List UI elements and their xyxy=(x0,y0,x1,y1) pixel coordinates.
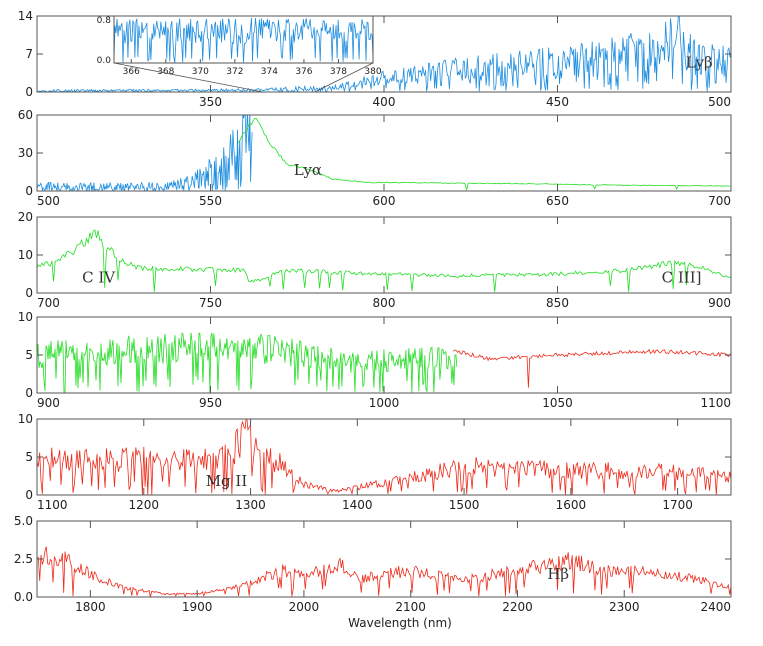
x-tick-label: 650 xyxy=(546,194,569,208)
x-tick-label: 350 xyxy=(199,95,222,109)
y-tick-label: 7 xyxy=(25,47,33,61)
y-tick-label: 14 xyxy=(18,9,33,23)
y-tick-label: 0 xyxy=(25,85,33,99)
x-tick-label: 2000 xyxy=(289,600,320,614)
y-tick-label: 30 xyxy=(18,146,33,160)
panel-frame xyxy=(36,114,732,192)
x-tick-label: 600 xyxy=(373,194,396,208)
x-tick-label: 700 xyxy=(37,296,60,310)
line-annotation: Hβ xyxy=(547,565,569,583)
x-tick-label: 550 xyxy=(199,194,222,208)
x-tick-label: 1700 xyxy=(662,498,693,512)
y-tick-label: 5 xyxy=(25,348,33,362)
x-tick-label: 850 xyxy=(546,296,569,310)
x-tick-label: 1050 xyxy=(542,396,573,410)
line-annotation: Lyβ xyxy=(686,54,713,72)
x-tick-label: 1600 xyxy=(556,498,587,512)
inset-x-tick-label: 372 xyxy=(226,67,243,77)
x-axis-label: Wavelength (nm) xyxy=(348,616,452,630)
inset-connector-right xyxy=(314,62,374,93)
x-tick-label: 1900 xyxy=(182,600,213,614)
y-tick-label: 0 xyxy=(25,488,33,502)
panel-2: 0 30 60 500 550 600 650 700 Lyα xyxy=(18,108,732,208)
y-tick-label: 60 xyxy=(18,108,33,122)
panel-6: 0.0 2.5 5.0 1800 1900 2000 2100 2200 2300 2400 Hβ xyxy=(14,514,732,614)
line-annotation: Mg II xyxy=(206,472,248,490)
x-tick-label: 500 xyxy=(708,95,731,109)
inset-zoom: 0.0 0.8 366 368 370 372 374 376 378 380 xyxy=(97,15,382,93)
x-tick-label: 1400 xyxy=(342,498,373,512)
series-blue-line xyxy=(37,16,731,92)
y-tick-label: 0.0 xyxy=(14,590,33,604)
y-tick-label: 10 xyxy=(18,248,33,262)
inset-x-tick-label: 368 xyxy=(157,67,174,77)
x-tick-label: 2200 xyxy=(502,600,533,614)
x-tick-label: 900 xyxy=(37,396,60,410)
y-tick-label: 10 xyxy=(18,412,33,426)
x-tick-label: 1100 xyxy=(700,396,731,410)
x-tick-label: 1300 xyxy=(235,498,266,512)
panel-frame xyxy=(36,418,732,496)
inset-y-tick-label: 0.8 xyxy=(97,16,112,26)
panel-frame xyxy=(36,216,732,294)
series-blue-line xyxy=(37,115,253,191)
panel-1: 0 7 14 350 400 450 500 Lyβ 0.0 0.8 366 368 370 372 374… xyxy=(18,9,732,109)
inset-connector-left xyxy=(113,62,263,93)
series-green-line xyxy=(237,117,731,191)
inset-x-tick-label: 376 xyxy=(295,67,312,77)
series-green-line xyxy=(37,332,458,393)
inset-x-tick-label: 366 xyxy=(123,67,140,77)
x-tick-label: 1500 xyxy=(449,498,480,512)
x-tick-label: 2300 xyxy=(609,600,640,614)
x-tick-label: 1100 xyxy=(37,498,68,512)
series-green-line xyxy=(37,229,731,292)
x-tick-label: 500 xyxy=(37,194,60,208)
line-annotation: C IV xyxy=(82,269,116,287)
panel-3: 0 10 20 700 750 800 850 900 C IV C III] xyxy=(18,210,732,310)
x-tick-label: 1000 xyxy=(369,396,400,410)
series-red-line xyxy=(453,348,731,388)
inset-x-tick-label: 378 xyxy=(330,67,347,77)
panel-5: 0 5 10 1100 1200 1300 1400 1500 1600 1700 Mg II xyxy=(18,412,732,512)
x-tick-label: 400 xyxy=(373,95,396,109)
x-tick-label: 900 xyxy=(708,296,731,310)
x-tick-label: 2100 xyxy=(395,600,426,614)
y-tick-label: 10 xyxy=(18,310,33,324)
x-tick-label: 450 xyxy=(546,95,569,109)
panel-frame xyxy=(36,520,732,598)
y-tick-label: 5.0 xyxy=(14,514,33,528)
inset-x-tick-label: 380 xyxy=(364,67,381,77)
line-annotation: Lyα xyxy=(294,161,322,179)
panel-4: 0 5 10 900 950 1000 1050 1100 xyxy=(18,310,732,410)
y-tick-label: 20 xyxy=(18,210,33,224)
inset-border xyxy=(113,15,374,64)
series-red-line xyxy=(37,419,731,495)
x-tick-label: 2400 xyxy=(700,600,731,614)
inset-series-line xyxy=(114,17,373,63)
inset-x-tick-label: 374 xyxy=(261,67,278,77)
y-tick-label: 0 xyxy=(25,386,33,400)
y-tick-label: 0 xyxy=(25,184,33,198)
line-annotation: C III] xyxy=(662,269,702,287)
y-tick-label: 5 xyxy=(25,450,33,464)
inset-y-tick-label: 0.0 xyxy=(97,56,112,66)
x-tick-label: 700 xyxy=(708,194,731,208)
x-tick-label: 1200 xyxy=(128,498,159,512)
series-red-line xyxy=(37,546,731,597)
inset-x-tick-label: 370 xyxy=(192,67,209,77)
y-tick-label: 0 xyxy=(25,286,33,300)
x-tick-label: 1800 xyxy=(75,600,106,614)
y-tick-label: 2.5 xyxy=(14,552,33,566)
x-tick-label: 950 xyxy=(199,396,222,410)
x-tick-label: 750 xyxy=(199,296,222,310)
x-tick-label: 800 xyxy=(373,296,396,310)
